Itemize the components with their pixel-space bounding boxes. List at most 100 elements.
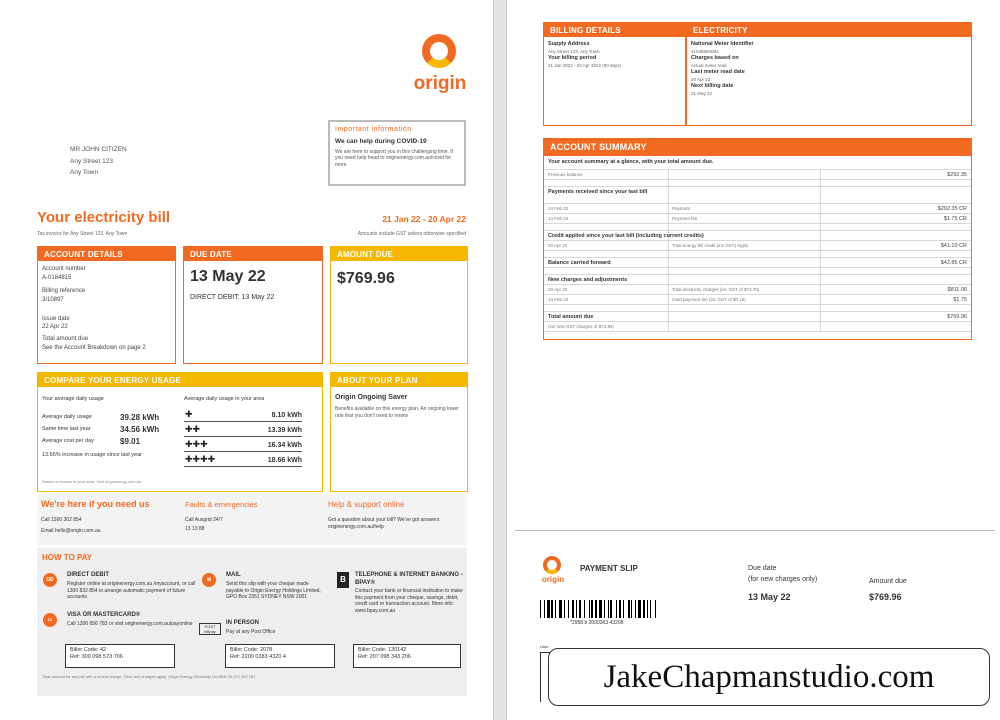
barcode-bar	[599, 600, 602, 618]
summary-desc: Total electricity charges (inc GST of $7…	[672, 287, 760, 293]
post-icon: POST billpay	[199, 623, 221, 635]
visa-title: VISA OR MASTERCARD®	[67, 612, 141, 618]
summary-row: Credit applied since your last bill (inc…	[544, 231, 971, 242]
billing-details-header: BILLING DETAILS	[544, 23, 685, 37]
summary-divider	[820, 180, 821, 187]
area-usage-value: 8.10 kWh	[271, 412, 302, 419]
summary-row: 14 Feb 22 Payment $292.35 CR	[544, 204, 971, 215]
faults-call: Call Ausgrid 24/7	[185, 517, 223, 523]
barcode-bar	[642, 600, 645, 618]
origin-logo-text: origin	[413, 73, 467, 94]
barcode-bar	[563, 600, 565, 618]
barcode-bar	[616, 600, 618, 618]
need-us-title: We're here if you need us	[41, 499, 150, 509]
customer-name: MR JOHN CITIZEN	[70, 146, 127, 153]
issue-date: 22 Apr 22	[42, 324, 68, 331]
barcode-bar	[655, 600, 657, 618]
summary-label: (inc new GST charges of $73.85)	[548, 324, 614, 330]
summary-divider	[820, 204, 821, 214]
biller-code-box: Biller Code: 130142 Ref: 207 098 343 206	[353, 644, 461, 668]
summary-divider	[820, 305, 821, 312]
billing-period-label: Your billing period	[548, 54, 597, 61]
page-gutter	[493, 0, 507, 720]
person-3-icon: ✚✚✚	[185, 439, 208, 449]
barcode	[540, 600, 688, 618]
summary-divider	[820, 295, 821, 305]
customer-address: MR JOHN CITIZEN Any Street 123 Any Town	[70, 144, 127, 179]
about-plan-box: ABOUT YOUR PLAN Origin Ongoing Saver Ben…	[330, 372, 468, 492]
next-bill: 21 May 22	[691, 90, 713, 96]
barcode-bar	[559, 600, 562, 618]
need-us-email: Email hello@origin.com.au	[41, 528, 101, 534]
important-title: Important information	[335, 126, 412, 133]
barcode-bar	[638, 600, 641, 618]
summary-row	[544, 224, 971, 232]
avg-cost-value: $9.01	[120, 437, 141, 446]
summary-label: 14 Feb 22	[548, 216, 569, 222]
barcode-number: *2958 b 2000363 43206	[570, 620, 624, 626]
mail-icon: ✉	[202, 573, 216, 587]
charges-based: Actual meter read	[691, 62, 727, 68]
summary-divider	[820, 258, 821, 268]
mail-title: MAIL	[226, 572, 241, 578]
bpay-title: TELEPHONE & INTERNET BANKING - BPAY®	[355, 572, 463, 586]
in-person-title: IN PERSON	[226, 620, 260, 626]
summary-amount: $41.10 CR	[940, 243, 967, 250]
barcode-bar	[635, 600, 637, 618]
last-read: 20 Apr 22	[691, 76, 711, 82]
summary-divider	[668, 295, 669, 305]
summary-divider	[820, 275, 821, 285]
avg-cost-label: Average cost per day	[42, 438, 94, 444]
summary-divider	[820, 187, 821, 204]
watermark: JakeChapmanstudio.com	[548, 648, 990, 706]
summary-row: New charges and adjustments	[544, 275, 971, 286]
summary-divider	[668, 275, 669, 285]
area-usage-list: ✚ 8.10 kWh ✚✚ 13.39 kWh ✚✚✚ 16.34 kWh ✚✚…	[184, 409, 302, 467]
slip-amount: $769.96	[869, 592, 902, 602]
summary-amount: $292.35	[947, 172, 967, 179]
supply-address-label: Supply Address	[548, 41, 590, 47]
summary-row: Previous balance $292.35	[544, 170, 971, 181]
breakdown-note: See the Account Breakdown on page 2	[42, 344, 146, 351]
tax-invoice-line: Tax invoice for Any Street 123, Any Town	[37, 231, 128, 237]
summary-divider	[820, 224, 821, 231]
billpay-ref: Ref: 300 098 573 706	[70, 654, 123, 661]
slip-due-label: Due date	[748, 565, 777, 572]
summary-divider	[820, 241, 821, 251]
summary-divider	[668, 251, 669, 258]
summary-divider	[668, 204, 669, 214]
summary-label: Balance carried forward	[548, 260, 611, 267]
barcode-bar	[572, 600, 575, 618]
due-date-box: DUE DATE 13 May 22 DIRECT DEBIT: 13 May …	[183, 246, 323, 364]
important-body: We are here to support you in this chall…	[335, 148, 454, 168]
slip-separator	[515, 530, 995, 531]
summary-divider	[820, 285, 821, 295]
plan-name: Origin Ongoing Saver	[335, 394, 408, 401]
usage-right-title: Average daily usage in your area	[184, 396, 265, 402]
billpay-code: Biller Code: 42	[70, 647, 107, 653]
amount-due-header: AMOUNT DUE	[331, 247, 467, 261]
summary-row: Total amount due $769.96	[544, 312, 971, 323]
amount-due-box: AMOUNT DUE $769.96	[330, 246, 468, 364]
barcode-bar	[627, 600, 630, 618]
barcode-bar	[619, 600, 621, 618]
summary-row	[544, 305, 971, 313]
payment-slip-title: PAYMENT SLIP	[580, 564, 638, 573]
direct-debit-title: DIRECT DEBIT	[67, 572, 109, 578]
barcode-bar	[567, 600, 569, 618]
account-number-label: Account number	[42, 266, 86, 272]
area-usage-row: ✚✚✚✚ 18.66 kWh	[184, 454, 302, 467]
summary-amount: $42.85 CR	[940, 260, 967, 267]
how-to-pay-panel: HOW TO PAY DD DIRECT DEBIT Register onli…	[37, 548, 467, 696]
summary-row: Payments received since your last bill	[544, 187, 971, 205]
billing-details-box: BILLING DETAILS Supply Address Any Stree…	[543, 22, 686, 126]
barcode-bar	[555, 600, 557, 618]
slip-due-date: 13 May 22	[748, 592, 791, 602]
important-heading: We can help during COVID-19	[335, 138, 427, 146]
in-person-body: Pay at any Post Office	[226, 629, 276, 635]
summary-intro: Your account summary at a glance, with y…	[544, 156, 971, 171]
summary-divider	[820, 322, 821, 332]
visa-body: Call 1300 656 783 or visit originenergy.…	[67, 621, 193, 627]
account-summary-box: ACCOUNT SUMMARY Your account summary at …	[543, 138, 972, 340]
barcode-bar	[551, 600, 554, 618]
